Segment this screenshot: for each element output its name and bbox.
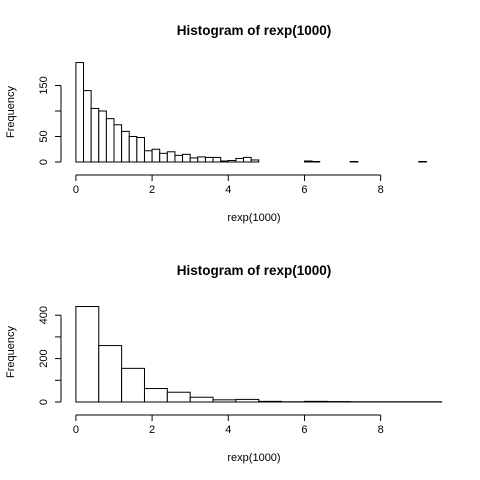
histogram-bar — [98, 110, 107, 163]
x-tick-label: 4 — [225, 424, 231, 436]
histogram-panel-top: Histogram of rexp(1000) rexp(1000) Frequ… — [5, 23, 427, 224]
y-axis-label: Frequency — [5, 326, 17, 378]
x-tick-label: 4 — [225, 184, 231, 196]
x-tick-label: 6 — [301, 184, 307, 196]
histogram-bar — [75, 62, 85, 163]
histogram-bar — [98, 345, 123, 403]
y-axis: 0 200 400 — [38, 306, 62, 405]
histogram-bar — [189, 157, 199, 163]
histogram-bar — [159, 152, 168, 163]
y-tick-label: 400 — [38, 306, 50, 324]
chart-title: Histogram of rexp(1000) — [177, 23, 332, 38]
histogram-bar — [143, 388, 168, 403]
histogram-bar — [258, 400, 283, 403]
x-tick-label: 8 — [378, 184, 384, 196]
histogram-bar — [227, 159, 237, 163]
chart-title: Histogram of rexp(1000) — [177, 263, 332, 278]
histogram-bar — [121, 130, 130, 163]
y-tick-label: 0 — [38, 159, 50, 165]
y-axis-label: Frequency — [5, 86, 17, 138]
y-axis: 0 50 150 — [38, 76, 62, 165]
histogram-bar — [235, 157, 245, 163]
histogram-bar — [243, 156, 252, 163]
y-tick-label: 0 — [38, 399, 50, 405]
y-tick-label: 150 — [38, 76, 50, 94]
histogram-bar — [182, 153, 191, 163]
histogram-bar — [311, 160, 321, 163]
y-tick-label: 200 — [38, 349, 50, 367]
histogram-bar — [166, 391, 191, 403]
histogram-bar — [75, 306, 100, 403]
x-axis: 0 2 4 6 8 — [73, 174, 384, 196]
x-axis: 0 2 4 6 8 — [73, 414, 384, 436]
x-tick-label: 0 — [73, 424, 79, 436]
histogram-bar — [128, 136, 138, 163]
x-tick-label: 0 — [73, 184, 79, 196]
histogram-bar — [204, 156, 214, 163]
y-tick-label: 50 — [38, 130, 50, 142]
histogram-bar — [174, 154, 184, 163]
histogram-bar — [303, 160, 313, 163]
histogram-bar — [90, 107, 100, 163]
histogram-bar — [83, 90, 92, 163]
histogram-bar — [105, 118, 115, 163]
x-tick-label: 6 — [301, 424, 307, 436]
histogram-bar — [197, 156, 206, 163]
histogram-bar — [136, 137, 145, 163]
histogram-bar — [220, 160, 229, 163]
bars-group — [75, 62, 427, 163]
x-tick-label: 2 — [149, 424, 155, 436]
histogram-bar — [121, 367, 145, 403]
histogram-bar — [143, 150, 153, 163]
x-tick-label: 8 — [378, 424, 384, 436]
histogram-bar — [250, 159, 260, 163]
x-tick-label: 2 — [149, 184, 155, 196]
histogram-panel-bottom: Histogram of rexp(1000) rexp(1000) Frequ… — [5, 263, 443, 464]
histogram-bar — [189, 396, 214, 403]
histogram-bar — [212, 399, 237, 403]
histogram-bar — [418, 160, 427, 163]
histogram-bar — [212, 156, 222, 163]
x-axis-label: rexp(1000) — [227, 452, 280, 464]
histogram-bar — [349, 160, 359, 163]
histogram-bar — [113, 124, 123, 163]
histogram-bar — [166, 151, 176, 163]
histogram-bar — [151, 148, 161, 163]
x-axis-label: rexp(1000) — [227, 212, 280, 224]
bars-group — [75, 306, 443, 403]
histogram-bar — [235, 398, 260, 403]
histogram-bar — [303, 400, 328, 403]
